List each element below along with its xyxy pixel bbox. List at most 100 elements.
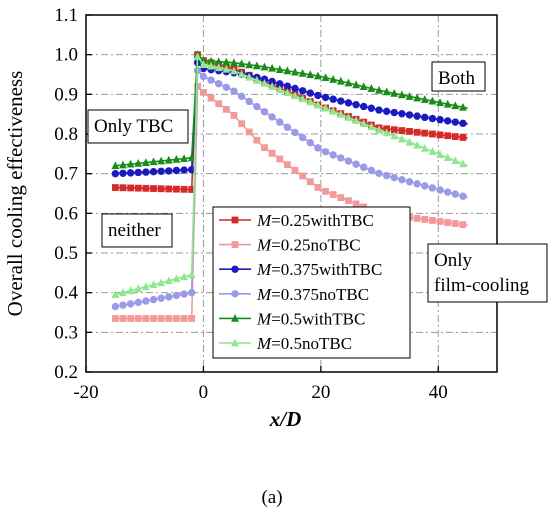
figure-caption: (a)	[261, 487, 282, 508]
data-point	[283, 123, 292, 131]
data-point	[149, 167, 158, 176]
data-point	[443, 99, 452, 108]
data-point	[459, 134, 467, 141]
data-point	[207, 61, 215, 70]
data-point	[134, 168, 142, 177]
data-point	[253, 102, 261, 111]
data-point	[188, 186, 196, 193]
data-point	[367, 104, 376, 112]
x-tick-label: 0	[199, 382, 209, 403]
data-point	[231, 338, 239, 347]
data-point	[222, 64, 231, 73]
data-point	[180, 154, 188, 162]
data-point	[283, 88, 292, 97]
data-point	[428, 184, 437, 192]
data-point	[157, 315, 165, 322]
data-point	[291, 67, 299, 76]
data-point	[451, 190, 460, 198]
data-point	[329, 151, 337, 159]
data-point	[375, 125, 383, 134]
data-point	[398, 110, 406, 118]
data-point	[359, 119, 368, 128]
data-point	[231, 241, 239, 248]
data-point	[397, 134, 406, 143]
annotation-text: film-cooling	[434, 275, 529, 296]
data-point	[157, 167, 165, 175]
data-point	[443, 188, 452, 196]
data-point	[119, 288, 127, 297]
data-point	[157, 294, 165, 302]
data-point	[173, 185, 180, 193]
data-point	[382, 87, 391, 96]
data-point	[268, 149, 276, 157]
data-point	[398, 175, 406, 184]
data-point	[344, 99, 353, 107]
data-point	[268, 113, 276, 121]
data-point	[344, 78, 353, 87]
y-tick-label: 0.2	[54, 362, 78, 383]
data-point	[165, 185, 173, 193]
data-point	[352, 80, 360, 89]
data-point	[165, 315, 173, 322]
data-point	[187, 166, 196, 174]
annotation: neither	[101, 213, 173, 248]
data-point	[214, 80, 223, 88]
data-point	[141, 158, 150, 166]
data-point	[329, 74, 338, 83]
legend-label: M=0.5withTBC	[256, 309, 365, 328]
data-point	[321, 103, 330, 112]
data-point	[428, 114, 437, 123]
legend-label: M=0.25noTBC	[256, 236, 361, 255]
x-tick-label: -20	[73, 382, 98, 403]
data-point	[436, 131, 444, 139]
data-point	[375, 85, 383, 94]
data-point	[405, 178, 414, 186]
legend: M=0.25withTBC M=0.25noTBC M=0.375withTBC M=…	[212, 206, 411, 359]
data-point	[180, 166, 188, 174]
data-point	[459, 192, 467, 200]
legend-label: M=0.375withTBC	[256, 260, 382, 279]
data-point	[180, 272, 188, 281]
data-point	[413, 180, 421, 188]
series-layer	[111, 50, 468, 322]
data-point	[459, 221, 467, 228]
data-point	[157, 185, 165, 193]
data-point	[451, 133, 459, 140]
data-point	[252, 75, 261, 84]
data-point	[231, 290, 239, 298]
data-point	[275, 85, 284, 93]
y-tick-label: 1.1	[54, 5, 78, 26]
legend-item: M=0.375noTBC	[219, 285, 369, 304]
data-point	[187, 288, 196, 297]
data-point	[375, 106, 383, 114]
data-point	[126, 159, 135, 168]
data-point	[231, 216, 239, 224]
data-point	[149, 280, 158, 289]
y-tick-label: 0.5	[54, 243, 78, 264]
data-point	[352, 116, 360, 124]
data-point	[390, 173, 398, 182]
legend-label: M=0.5noTBC	[256, 334, 352, 353]
y-axis-label: Overall cooling effectiveness	[3, 71, 27, 317]
data-point	[260, 78, 269, 87]
data-point	[329, 106, 338, 115]
data-point	[172, 154, 181, 163]
y-tick-label: 0.9	[54, 84, 78, 105]
y-tick-label: 0.7	[54, 164, 78, 185]
data-point	[398, 127, 406, 134]
legend-item: M=0.375withTBC	[219, 260, 382, 279]
data-point	[111, 161, 120, 170]
data-point	[291, 84, 299, 93]
data-point	[421, 216, 429, 223]
data-point	[127, 315, 135, 322]
data-point	[276, 118, 284, 126]
annotation-text: Both	[438, 68, 475, 89]
data-point	[443, 117, 452, 125]
data-point	[283, 66, 292, 75]
data-point	[390, 126, 398, 134]
data-point	[134, 158, 143, 167]
data-point	[150, 185, 157, 192]
data-point	[322, 188, 329, 195]
x-axis-label: x/D	[269, 407, 302, 431]
data-point	[142, 297, 150, 305]
